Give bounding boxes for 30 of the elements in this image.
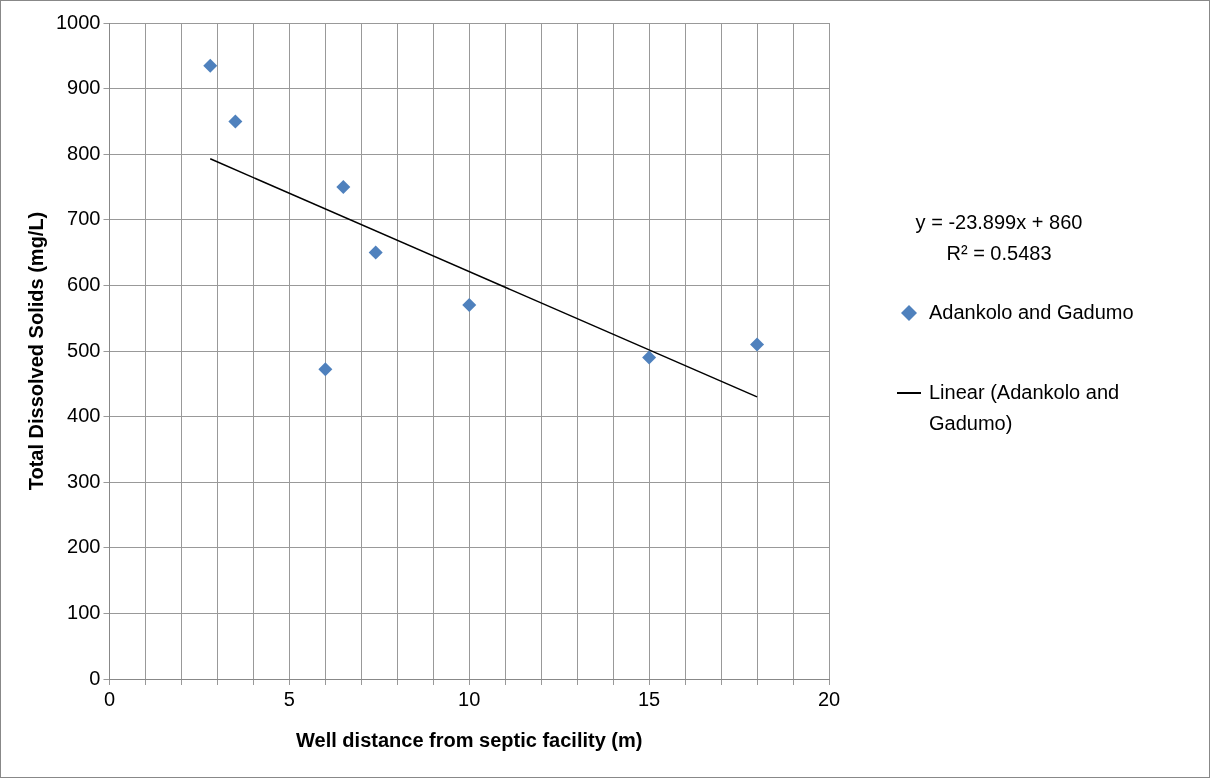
text: y = -23.899x + 860 [915, 210, 1083, 233]
point [368, 245, 383, 260]
y-tick-label: 700 [67, 207, 101, 230]
y-axis-title: Total Dissolved Solids (mg/L) [24, 211, 47, 491]
y-tick-label: 100 [67, 600, 101, 623]
point [228, 114, 243, 129]
y-tick-label: 600 [67, 272, 101, 295]
x-tick-label: 15 [638, 687, 661, 710]
point [318, 362, 333, 377]
text: R² = 0.5483 [946, 241, 1052, 264]
y-tick-label: 0 [89, 666, 101, 689]
y-tick-label: 400 [67, 404, 101, 427]
x-tick-label: 10 [458, 687, 481, 710]
x-tick-label: 20 [817, 687, 841, 710]
point [203, 58, 218, 73]
x-axis-title: Well distance from septic facility (m) [296, 728, 643, 751]
y-tick-label: 300 [67, 469, 101, 492]
legend-label: Linear (Adankolo and Gadumo) [929, 380, 1120, 434]
y-tick-label: 500 [67, 338, 101, 361]
x-tick-label: 0 [103, 687, 116, 710]
point [462, 298, 477, 313]
y-tick-label: 1000 [55, 10, 101, 33]
y-tick-label: 900 [67, 76, 101, 99]
point [750, 337, 765, 352]
legend-label: Adankolo and Gadumo [929, 300, 1134, 323]
y-tick-label: 200 [67, 535, 101, 558]
y-tick-label: 800 [67, 141, 101, 164]
x-tick-label: 5 [283, 687, 295, 710]
point [642, 350, 657, 365]
point [336, 180, 351, 194]
